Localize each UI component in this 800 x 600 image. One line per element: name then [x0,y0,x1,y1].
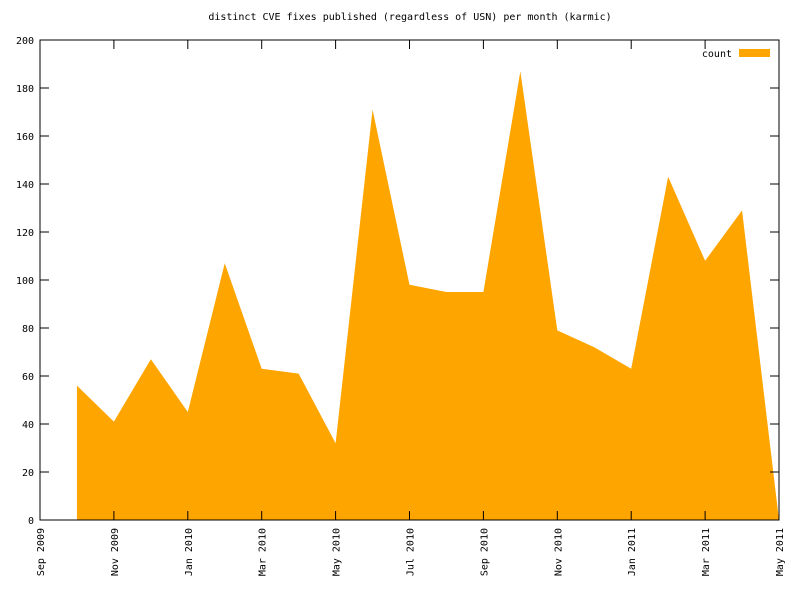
area [76,71,779,520]
y-tick-label: 80 [22,324,34,335]
legend-swatch [739,49,770,57]
y-tick-label: 60 [22,372,34,383]
x-tick-label: Nov 2009 [110,528,121,576]
y-tick-label: 100 [16,276,34,287]
x-tick-label: Jan 2011 [627,528,638,576]
y-tick-label: 160 [16,132,34,143]
x-tick-label: May 2010 [332,528,343,576]
x-tick-label: Jan 2010 [184,528,195,576]
y-tick-label: 120 [16,228,34,239]
y-tick-label: 40 [22,420,34,431]
chart-title: distinct CVE fixes published (regardless… [208,12,611,23]
x-tick-label: Jul 2010 [406,528,417,576]
y-tick-label: 200 [16,36,34,47]
x-tick-label: May 2011 [775,528,786,576]
y-tick-label: 20 [22,468,34,479]
x-tick-label: Nov 2010 [553,528,564,576]
x-tick-label: Mar 2010 [258,528,269,576]
x-tick-label: Sep 2009 [36,528,47,576]
x-tick-label: Sep 2010 [479,528,490,576]
y-tick-label: 0 [28,516,34,527]
y-tick-label: 180 [16,84,34,95]
legend-label: count [702,49,732,60]
x-tick-label: Mar 2011 [701,528,712,576]
y-tick-label: 140 [16,180,34,191]
